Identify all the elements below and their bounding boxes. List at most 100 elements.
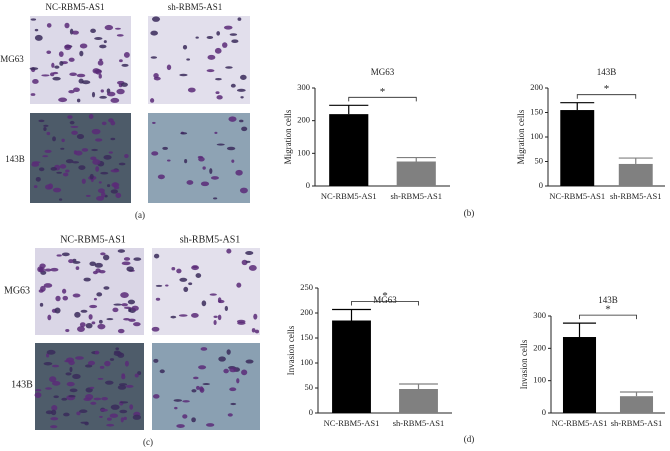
cell <box>38 119 45 123</box>
cell <box>67 115 73 119</box>
cell <box>76 411 81 416</box>
chart-title: MG63 <box>373 295 397 305</box>
cell <box>215 91 220 95</box>
cell <box>51 404 58 411</box>
y-axis-label: Migration cells <box>516 109 526 164</box>
cell <box>99 415 103 418</box>
cell <box>79 43 88 49</box>
cell <box>236 88 246 92</box>
row-label: MG63 <box>0 54 24 64</box>
cell <box>131 305 139 311</box>
bar <box>619 396 654 413</box>
cell <box>39 263 46 269</box>
cell <box>85 323 93 329</box>
cell <box>117 249 126 253</box>
cell <box>58 198 63 201</box>
x-tick-label: sh-RBM5-AS1 <box>610 191 661 201</box>
cell <box>217 297 222 303</box>
cell <box>173 399 183 402</box>
cell <box>46 349 56 355</box>
cell <box>155 297 161 301</box>
cell <box>74 311 81 318</box>
significance-bracket <box>351 301 419 306</box>
cell <box>123 416 127 421</box>
cell <box>94 262 103 268</box>
cell <box>61 288 67 294</box>
cell <box>96 292 103 297</box>
y-tick-label: 100 <box>300 357 313 367</box>
cell <box>43 361 53 366</box>
cell <box>115 192 122 199</box>
cell <box>222 42 228 48</box>
cell <box>77 326 85 332</box>
cell <box>32 79 39 84</box>
cell <box>166 159 171 162</box>
y-tick-label: 200 <box>530 82 543 92</box>
cell <box>52 76 61 81</box>
cell <box>198 156 205 162</box>
cell <box>56 254 62 257</box>
cell <box>124 153 129 159</box>
cell <box>116 34 124 37</box>
cell <box>101 191 106 198</box>
cell <box>209 293 217 296</box>
cell <box>182 414 188 419</box>
cell <box>116 88 125 95</box>
cell <box>68 90 75 94</box>
y-tick-label: 50 <box>305 382 314 392</box>
cell <box>124 360 129 367</box>
cell <box>210 176 219 180</box>
cell <box>43 127 47 131</box>
cell <box>113 182 118 187</box>
cell <box>215 77 222 81</box>
y-tick-label: 50 <box>535 155 544 165</box>
cell <box>52 136 56 142</box>
cell <box>108 118 114 123</box>
cell <box>230 402 237 406</box>
cell <box>106 417 112 421</box>
cell <box>71 130 78 135</box>
cell <box>30 93 36 96</box>
cell <box>64 22 70 29</box>
cell <box>214 47 222 54</box>
cell <box>52 364 60 368</box>
cell <box>184 158 188 164</box>
cell <box>103 40 107 44</box>
cell <box>209 168 213 174</box>
cell <box>224 305 229 312</box>
cell <box>132 414 142 420</box>
cell <box>73 87 80 93</box>
y-tick-label: 0 <box>542 407 546 417</box>
cell <box>54 307 61 314</box>
cell <box>127 299 136 305</box>
cell <box>62 172 69 177</box>
cell <box>61 397 68 401</box>
cell <box>83 277 91 282</box>
cell <box>100 408 108 412</box>
cell <box>94 350 100 355</box>
cell <box>202 166 206 170</box>
cell <box>99 365 105 369</box>
cell <box>216 31 221 36</box>
bar <box>618 163 653 186</box>
cell <box>61 138 65 143</box>
cell <box>166 64 172 71</box>
cell <box>254 329 260 334</box>
cell <box>119 401 129 404</box>
cell <box>106 318 114 321</box>
cell <box>91 91 96 98</box>
cell <box>48 183 54 190</box>
cell <box>100 89 104 93</box>
cell <box>59 164 67 169</box>
cell <box>198 365 207 370</box>
cell <box>129 404 134 410</box>
cell <box>43 124 49 127</box>
cell <box>180 132 188 135</box>
cell <box>98 181 102 184</box>
y-axis-label: Migration cells <box>283 109 293 164</box>
cell <box>152 121 156 124</box>
cell <box>74 150 83 156</box>
cell <box>195 36 199 39</box>
cell <box>191 313 199 318</box>
cell <box>42 155 49 158</box>
